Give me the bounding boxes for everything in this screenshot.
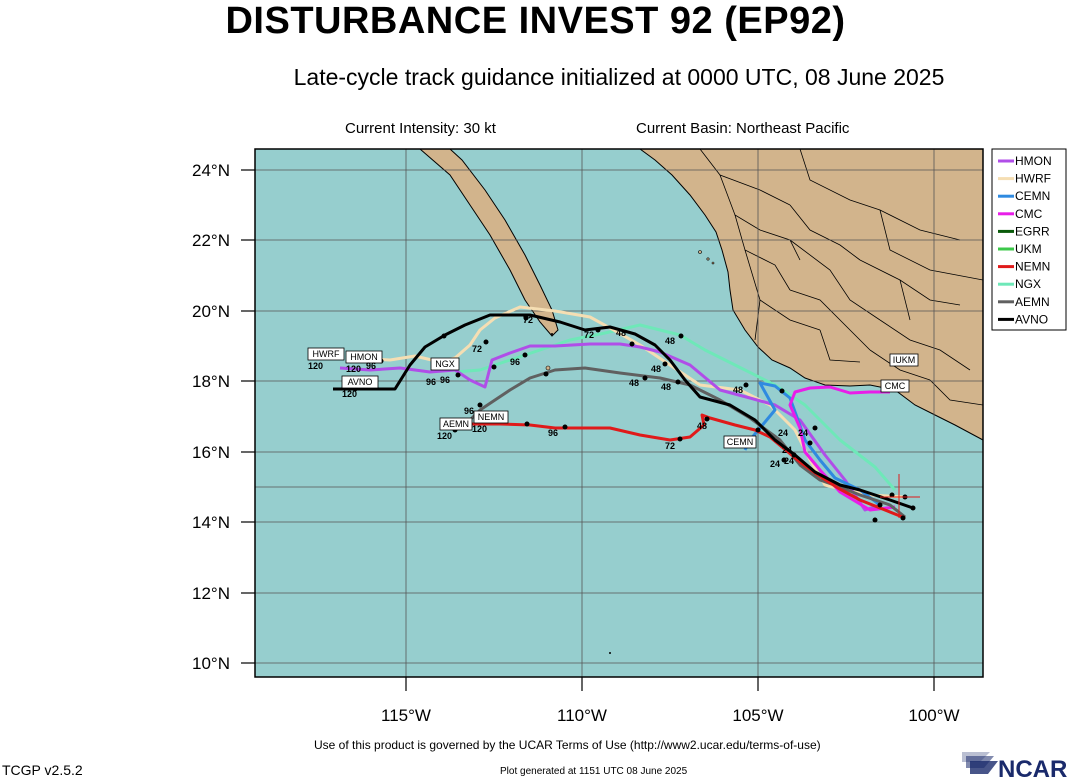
- lat-label: 10°N: [192, 654, 230, 673]
- hour-label: 96: [366, 361, 376, 371]
- map-subtitle: Late-cycle track guidance initialized at…: [293, 64, 945, 90]
- hour-label: 72: [472, 344, 482, 354]
- hour-label: 120: [437, 431, 452, 441]
- lon-label: 100°W: [908, 706, 959, 725]
- hour-label: 24: [778, 428, 788, 438]
- lat-label: 22°N: [192, 231, 230, 250]
- hour-label: 24: [784, 456, 794, 466]
- track-label-boxes: HWRF HMON AVNO NGX AEMN NEMN CEMN IUKM C…: [307, 347, 919, 449]
- hour-label: 48: [733, 385, 743, 395]
- lon-label: 105°W: [732, 706, 783, 725]
- hour-label: 96: [440, 375, 450, 385]
- track-avno: [333, 313, 914, 510]
- version-label: TCGP v2.5.2: [2, 762, 83, 778]
- legend-label-hmon: HMON: [1015, 154, 1052, 168]
- lat-label: 12°N: [192, 584, 230, 603]
- land-mexico: [419, 149, 983, 654]
- hour-label: 24: [782, 445, 792, 455]
- lat-label: 24°N: [192, 161, 230, 180]
- hour-label: 48: [629, 378, 639, 388]
- label-iukm: IUKM: [893, 355, 916, 365]
- hour-label: 48: [661, 382, 671, 392]
- hour-label: 48: [665, 336, 675, 346]
- ncar-logo: NCAR: [962, 752, 1067, 780]
- legend-label-egrr: EGRR: [1015, 224, 1050, 238]
- hour-label: 72: [665, 441, 675, 451]
- hour-label: 120: [342, 389, 357, 399]
- legend-label-avno: AVNO: [1015, 312, 1048, 326]
- hour-label: 48: [616, 328, 626, 338]
- legend-label-hwrf: HWRF: [1015, 172, 1051, 186]
- hour-label: 120: [346, 364, 361, 374]
- hour-label: 96: [426, 377, 436, 387]
- label-ngx: NGX: [435, 359, 455, 369]
- axis-ticks: [241, 169, 935, 691]
- longitude-labels: 115°W 110°W 105°W 100°W: [381, 706, 960, 725]
- label-aemn: AEMN: [443, 419, 469, 429]
- track-nemn: [470, 413, 906, 520]
- label-avno: AVNO: [348, 377, 373, 387]
- svg-text:NCAR: NCAR: [998, 756, 1067, 780]
- hour-label: 24: [770, 459, 780, 469]
- current-basin: Current Basin: Northeast Pacific: [636, 120, 850, 137]
- legend-label-cemn: CEMN: [1015, 189, 1050, 203]
- label-hmon: HMON: [350, 352, 378, 362]
- hour-label: 96: [548, 428, 558, 438]
- legend-label-cmc: CMC: [1015, 207, 1043, 221]
- lat-label: 18°N: [192, 372, 230, 391]
- hour-label: 72: [584, 330, 594, 340]
- legend-label-aemn: AEMN: [1015, 295, 1050, 309]
- hour-label: 72: [523, 315, 533, 325]
- legend-label-ukm: UKM: [1015, 242, 1042, 256]
- legend-label-ngx: NGX: [1015, 277, 1041, 291]
- lon-label: 110°W: [557, 706, 607, 725]
- lat-label: 20°N: [192, 302, 230, 321]
- hour-label: 96: [464, 406, 474, 416]
- grid-lines: [255, 149, 983, 677]
- hour-label: 48: [697, 421, 707, 431]
- lon-label: 115°W: [381, 706, 431, 725]
- hour-label: 96: [510, 357, 520, 367]
- map-frame: [254, 148, 984, 678]
- hour-label: 120: [472, 424, 487, 434]
- hour-label: 24: [798, 428, 808, 438]
- latitude-labels: 24°N 22°N 20°N 18°N 16°N 14°N 12°N 10°N: [192, 161, 230, 673]
- map-title: DISTURBANCE INVEST 92 (EP92): [225, 0, 846, 42]
- legend: HMON HWRF CEMN CMC EGRR UKM NEMN NGX AEMN AVNO: [991, 148, 1067, 331]
- current-intensity: Current Intensity: 30 kt: [345, 120, 496, 137]
- label-nemn: NEMN: [478, 412, 505, 422]
- hour-label: 48: [651, 364, 661, 374]
- track-cemn: [743, 381, 881, 507]
- label-hwrf: HWRF: [313, 349, 340, 359]
- legend-label-nemn: NEMN: [1015, 260, 1050, 274]
- track-cmc: [788, 385, 896, 512]
- lat-label: 16°N: [192, 443, 230, 462]
- terms-of-use-note: Use of this product is governed by the U…: [314, 738, 821, 752]
- forecast-hour-labels: 120 120 96 72 72 72 48 48 48 48 48 48 24…: [308, 315, 808, 469]
- hour-label: 120: [308, 361, 323, 371]
- current-position-marker: [880, 474, 920, 518]
- label-cmc: CMC: [885, 381, 906, 391]
- plot-generated-note: Plot generated at 1151 UTC 08 June 2025: [500, 766, 688, 777]
- label-cemn: CEMN: [727, 437, 754, 447]
- lat-label: 14°N: [192, 513, 230, 532]
